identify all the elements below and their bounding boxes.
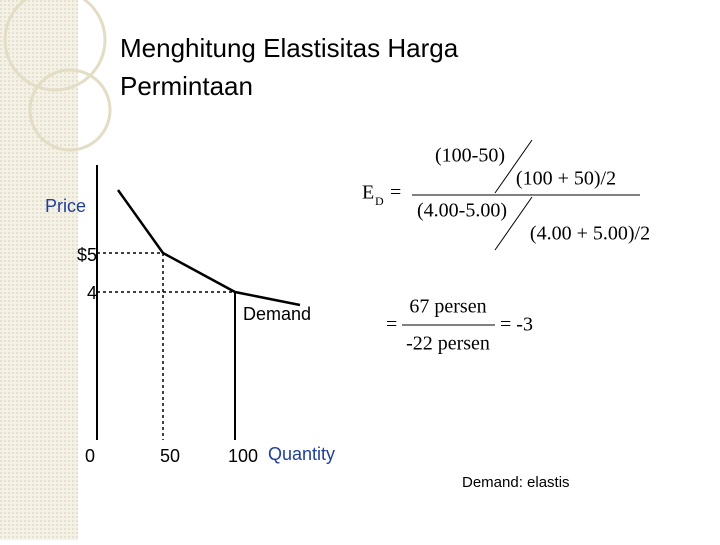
title: Permintaan	[120, 71, 253, 101]
slash	[494, 139, 533, 194]
demand-curve	[116, 189, 301, 307]
result-denominator: -22 persen	[406, 333, 490, 355]
side-strip	[0, 0, 78, 540]
x-label: Quantity	[268, 444, 335, 464]
decor-circle	[28, 68, 112, 152]
conclusion: Demand: elastis	[462, 474, 570, 491]
y-label: Price	[45, 196, 86, 216]
x-tick: 0	[85, 446, 95, 466]
formula-numerator: (100-50)	[435, 145, 505, 167]
result-numerator: 67 persen	[409, 296, 486, 318]
result-equals: =	[386, 314, 397, 336]
y-tick: 4	[87, 283, 97, 303]
formula-equals: =	[390, 182, 401, 204]
x-tick: 100	[228, 446, 258, 466]
title: Menghitung Elastisitas Harga	[120, 33, 459, 63]
slash	[494, 196, 533, 251]
y-tick: $5	[77, 245, 97, 265]
formula-symbol: E	[362, 182, 374, 204]
result-value: = -3	[500, 314, 533, 336]
decor-circle	[3, 0, 107, 92]
formula-numerator-divisor: (100 + 50)/2	[516, 168, 616, 190]
formula-subscript: D	[375, 194, 384, 208]
x-tick: 50	[160, 446, 180, 466]
formula-denominator: (4.00-5.00)	[417, 200, 507, 222]
curve-label: Demand	[243, 304, 311, 324]
formula-denominator-divisor: (4.00 + 5.00)/2	[530, 223, 650, 245]
